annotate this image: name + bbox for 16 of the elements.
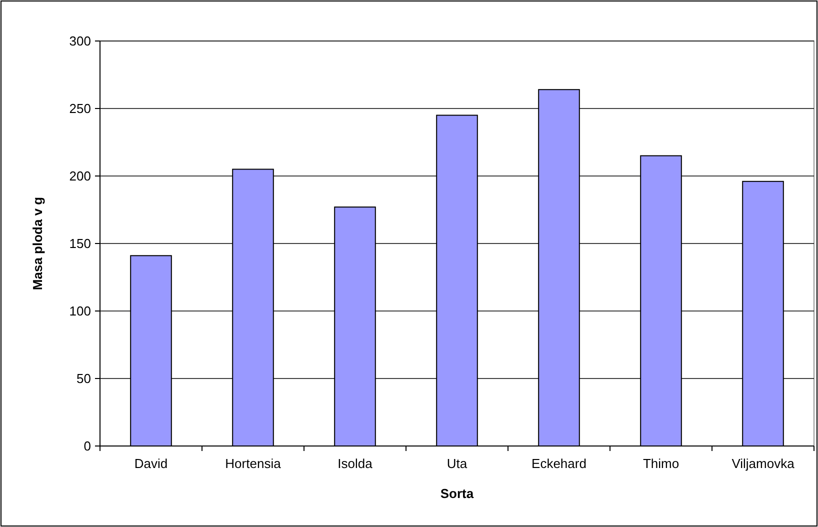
x-tick-label: Eckehard	[532, 456, 586, 471]
y-tick-label: 50	[76, 371, 91, 386]
x-tick-label: David	[134, 456, 168, 471]
x-tick-label: Uta	[446, 456, 468, 471]
y-tick-label: 150	[69, 236, 91, 252]
x-tick-label: Viljamovka	[732, 456, 796, 471]
y-tick-label: 100	[69, 304, 91, 319]
x-tick-label: Isolda	[338, 456, 374, 471]
x-tick-label: Hortensia	[225, 456, 282, 471]
y-tick-label: 250	[69, 101, 91, 116]
y-axis-title: Masa ploda v g	[30, 196, 45, 290]
y-tick-label: 300	[69, 34, 91, 49]
x-axis-title: Sorta	[440, 486, 474, 501]
y-tick-label: 200	[69, 168, 91, 184]
x-tick-label: Thimo	[642, 456, 680, 471]
y-tick-label: 0	[84, 438, 91, 454]
